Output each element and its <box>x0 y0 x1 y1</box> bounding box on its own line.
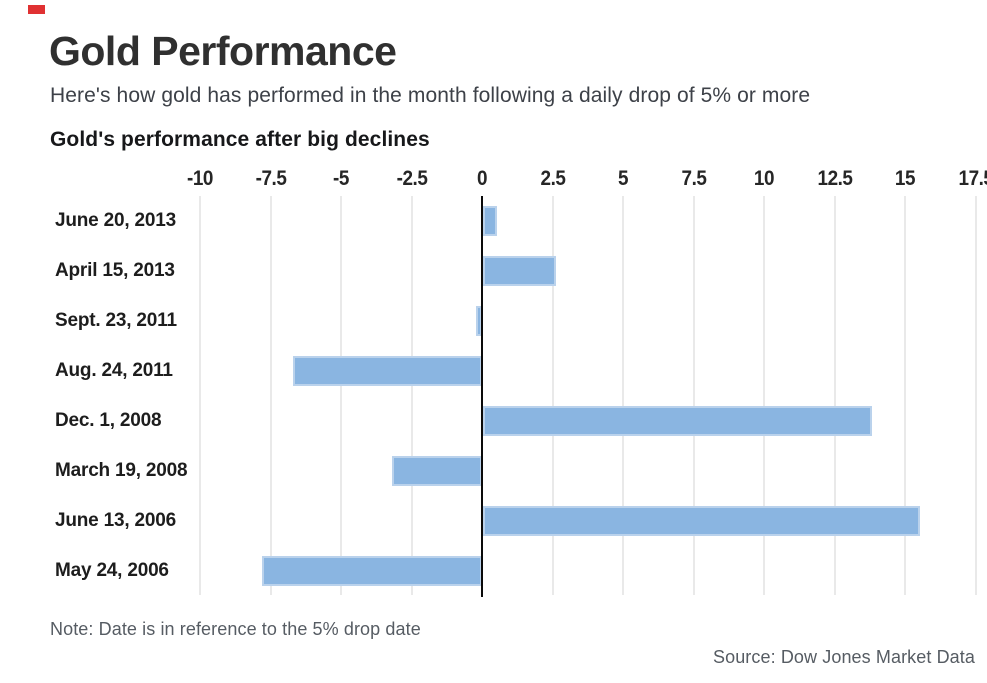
brand-mark <box>28 5 45 14</box>
x-tick-label: 12.5 <box>817 167 852 190</box>
gridline <box>199 196 201 595</box>
bar <box>483 256 557 286</box>
bar <box>293 356 482 386</box>
x-tick-label: 17.5 <box>958 167 987 190</box>
category-label: March 19, 2008 <box>55 460 188 481</box>
page-subtitle: Here's how gold has performed in the mon… <box>50 84 811 107</box>
zero-line <box>481 196 483 597</box>
category-label: May 24, 2006 <box>55 560 169 581</box>
bar <box>483 506 921 536</box>
gridline <box>551 196 554 595</box>
bar <box>483 206 498 236</box>
x-tick-label: 7.5 <box>681 167 706 190</box>
gridline <box>410 196 413 595</box>
bar <box>483 406 873 436</box>
x-tick-label: -2.5 <box>396 167 427 190</box>
note-text: Note: Date is in reference to the 5% dro… <box>50 619 421 639</box>
gridline <box>622 196 624 595</box>
x-tick-label: -7.5 <box>255 167 286 190</box>
gridline <box>833 196 836 595</box>
gridline <box>340 196 342 595</box>
x-tick-label: -10 <box>187 167 213 190</box>
gridline <box>974 196 977 595</box>
category-label: April 15, 2013 <box>55 260 175 281</box>
gridline <box>692 196 695 595</box>
x-tick-label: 5 <box>617 167 629 190</box>
x-tick-label: 2.5 <box>540 167 565 190</box>
bar <box>262 556 482 586</box>
category-label: Sept. 23, 2011 <box>55 310 177 331</box>
x-tick-label: 10 <box>753 167 775 190</box>
x-tick-label: 15 <box>894 167 916 190</box>
page-title: Gold Performance <box>49 28 397 74</box>
chart-title: Gold's performance after big declines <box>50 128 430 151</box>
x-tick-label: 0 <box>476 167 488 190</box>
category-label: June 20, 2013 <box>55 210 176 231</box>
gridline <box>763 196 765 595</box>
category-label: June 13, 2006 <box>55 510 176 531</box>
gridline <box>269 196 272 595</box>
gridline <box>904 196 906 595</box>
category-label: Aug. 24, 2011 <box>55 360 173 381</box>
x-tick-label: -5 <box>333 167 349 190</box>
bar <box>391 456 482 486</box>
category-label: Dec. 1, 2008 <box>55 410 162 431</box>
source-text: Source: Dow Jones Market Data <box>712 647 975 667</box>
